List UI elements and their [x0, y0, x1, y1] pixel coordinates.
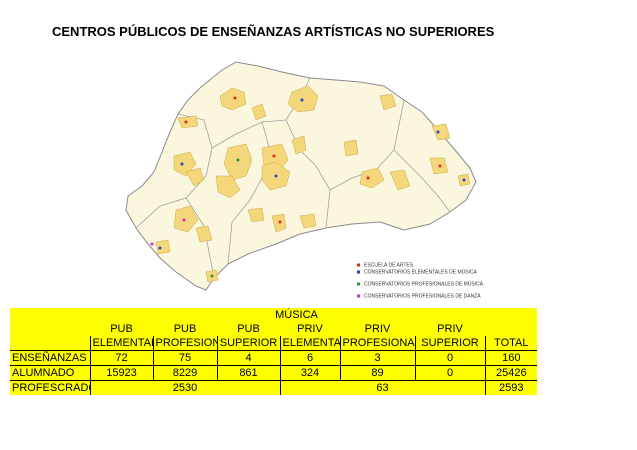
column-header: ELEMENTAL: [279, 336, 340, 351]
cell: 3: [339, 350, 416, 366]
cell: 15923: [89, 365, 153, 381]
cell: 25426: [484, 365, 538, 381]
cell: 0: [414, 365, 486, 381]
cell: 324: [279, 365, 340, 381]
column-header: PROFESIONAL: [152, 336, 217, 351]
cell: 861: [216, 365, 280, 381]
data-row: ALUMNADO 15923 8229 861 324 89 0 25426: [10, 365, 538, 381]
title: CENTROS PÚBLICOS DE ENSEÑANZAS ARTÍSTICA…: [52, 24, 495, 39]
column-header: PUB: [173, 323, 197, 335]
cell: 4: [216, 350, 280, 366]
legend-swatch: [357, 282, 360, 286]
data-row: PROFESCRADO 2530 63 2593: [10, 380, 538, 395]
header-top-row: PUB PUB PUB PRIV PRIV PRIV: [10, 322, 537, 336]
column-header: PRIV: [297, 323, 323, 335]
column-header: SUPERIOR: [414, 336, 486, 351]
cell: 63: [279, 380, 486, 395]
summary-table: MÚSICA PUB PUB PUB PRIV PRIV PRIV ELEMENTAL PRO…: [10, 308, 538, 395]
table-body: MÚSICA PUB PUB PUB PRIV PRIV PRIV ELEMENTAL PRO…: [10, 308, 538, 395]
cell: 2593: [484, 380, 538, 395]
cell: 72: [89, 350, 153, 366]
column-header: PRIV: [364, 323, 391, 335]
column-header: PUB: [110, 323, 133, 335]
center-markers: [150, 96, 466, 278]
legend-label: ESCUELA DE ARTES: [364, 262, 414, 268]
header-bottom-row: ELEMENTALPROFESIONALSUPERIORELEMENTALPRO…: [10, 336, 538, 351]
cell: [10, 336, 90, 351]
legend-label: CONSERVATORIOS PROFESIONALES DE MÚSICA: [364, 280, 484, 287]
column-header: SUPERIOR: [216, 336, 280, 351]
legend-swatch: [357, 294, 360, 298]
row-label: ALUMNADO: [10, 365, 90, 381]
legend-swatch: [357, 263, 360, 267]
data-row: ENSEÑANZAS 72 75 4 6 3 0 160: [10, 350, 538, 366]
column-header: PROFESIONAL: [339, 336, 416, 351]
legend-label: CONSERVATORIOS ELEMENTALES DE MÚSICA: [364, 268, 478, 275]
cell: 160: [484, 350, 538, 366]
group-row: MÚSICA: [10, 308, 537, 322]
legend-swatch: [357, 270, 360, 274]
cell: [485, 322, 537, 336]
cell: 2530: [89, 380, 280, 395]
group-header: MÚSICA: [275, 309, 318, 321]
cell: 8229: [152, 365, 217, 381]
row-label: PROFESCRADO: [10, 380, 90, 395]
legend-label: CONSERVATORIOS PROFESIONALES DE DANZA: [364, 293, 481, 299]
region-outline: [125, 61, 477, 291]
cell: 89: [339, 365, 416, 381]
column-header: PRIV: [437, 323, 463, 335]
cell: 0: [414, 350, 486, 366]
cell: 6: [279, 350, 340, 366]
column-header: TOTAL: [484, 336, 538, 351]
cell: [10, 322, 90, 336]
column-header: PUB: [237, 323, 260, 335]
cell: 75: [152, 350, 217, 366]
column-header: ELEMENTAL: [89, 336, 153, 351]
row-label: ENSEÑANZAS: [10, 350, 90, 366]
